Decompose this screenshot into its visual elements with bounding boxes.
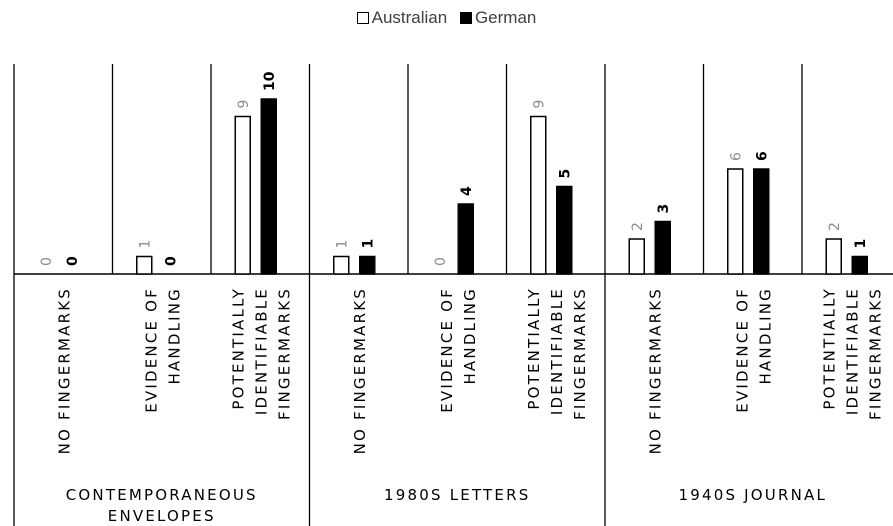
data-label-australian: 2 [630,222,646,231]
bar-australian [727,168,744,275]
bar-german [260,98,277,275]
legend: Australian German [0,8,893,29]
data-label-german: 1 [853,239,869,249]
category-tick-label: IDENTIFIABLE [548,287,566,415]
category-tick-label: EVIDENCE OF [438,287,456,413]
bar-australian [136,255,153,275]
data-label-australian: 2 [827,222,843,231]
legend-label-australian: Australian [371,8,448,27]
bar-german [457,203,474,275]
data-label-australian: 0 [433,257,449,266]
data-label-australian: 0 [39,257,55,266]
category-tick-label: FINGERMARKS [866,287,884,420]
bar-australian [628,238,645,275]
category-tick-label: HANDLING [756,287,774,385]
category-tick-label: HANDLING [165,287,183,385]
category-tick-label: NO FINGERMARKS [351,287,369,454]
data-label-german: 1 [360,239,376,249]
bar-australian [333,255,350,275]
category-tick-label: IDENTIFIABLE [252,287,270,415]
data-label-german: 5 [557,169,573,179]
category-tick-label: POTENTIALLY [229,287,247,410]
legend-swatch-australian [356,12,369,24]
category-tick-label: FINGERMARKS [275,287,293,420]
legend-swatch-german [459,12,472,24]
data-label-australian: 6 [728,152,744,161]
data-label-german: 6 [754,151,770,161]
data-label-australian: 1 [137,240,153,249]
bar-german [654,220,671,275]
group-label: CONTEMPORANEOUS [66,486,258,504]
data-label-german: 10 [262,71,278,91]
bar-german [556,185,573,275]
group-label: 1980S LETTERS [384,486,530,504]
category-tick-label: NO FINGERMARKS [55,287,73,454]
legend-item-australian: Australian [356,8,448,28]
bar-german [851,255,868,275]
data-label-german: 3 [656,204,672,214]
category-tick-label: IDENTIFIABLE [843,287,861,415]
category-tick-label: EVIDENCE OF [142,287,160,413]
data-label-australian: 9 [236,100,252,109]
category-tick-label: NO FINGERMARKS [646,287,664,454]
category-tick-label: POTENTIALLY [820,287,838,410]
bar-german [359,255,376,275]
data-label-australian: 9 [531,100,547,109]
bar-australian [234,115,251,275]
category-tick-label: HANDLING [461,287,479,385]
legend-item-german: German [459,8,537,28]
category-tick-label: POTENTIALLY [525,287,543,410]
group-label: ENVELOPES [108,507,216,525]
bar-german [753,168,770,275]
data-label-german: 0 [65,256,81,266]
category-tick-label: EVIDENCE OF [733,287,751,413]
data-label-australian: 1 [334,240,350,249]
legend-label-german: German [474,8,537,27]
data-label-german: 0 [163,256,179,266]
data-label-german: 4 [459,186,475,196]
group-label: 1940S JOURNAL [678,486,827,504]
bar-australian [825,238,842,275]
category-tick-label: FINGERMARKS [571,287,589,420]
bar-australian [530,115,547,275]
